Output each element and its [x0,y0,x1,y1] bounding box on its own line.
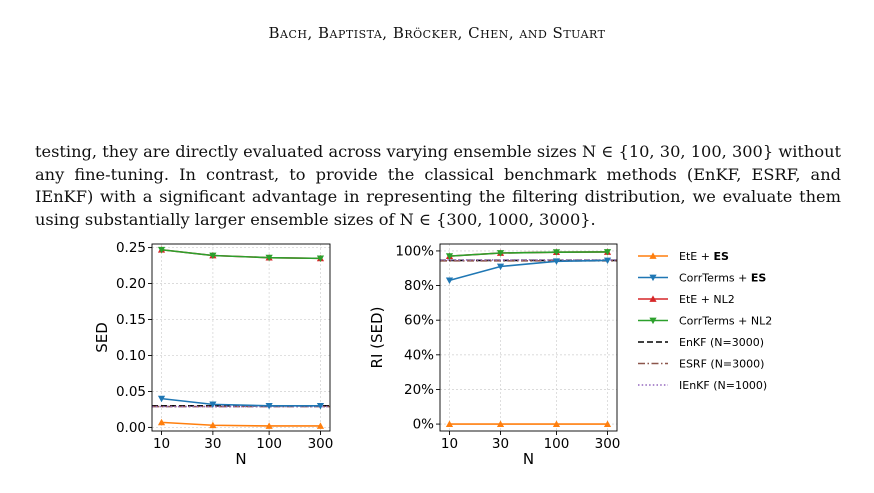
legend-swatch-marker [649,295,657,302]
series-marker [496,250,505,257]
y-tick-label: 60% [404,313,434,329]
x-tick-label: 30 [204,436,221,452]
series-marker [209,252,217,260]
y-tick-label: 0.20 [116,276,146,292]
series-line [161,397,321,407]
series-marker [603,249,612,256]
y-tick-label: 80% [404,278,434,294]
series-line [449,251,608,257]
chart-panel-2: 0% 20% 40% 60% 80% 100% 10 30 100 300 N RI (SED) [368,243,620,468]
series-marker [157,246,166,254]
paragraph-text: testing, they are directly evaluated acr… [35,142,841,229]
y-tick-label: 100% [395,243,434,259]
x-tick-label: 100 [256,436,282,452]
series-marker [552,420,561,427]
series-marker [316,422,325,429]
chart-panel-1: 0.00 0.05 0.10 0.15 0.20 0.25 10 30 100 300 N SED [93,240,333,468]
series-marker [265,254,273,262]
x-axis-label: N [523,450,534,468]
series-marker [552,249,561,256]
y-tick-label: 0.05 [116,384,146,400]
x-tick-label: 10 [153,436,170,452]
y-tick-label: 40% [404,347,434,363]
axes-frame [151,243,331,432]
series-marker [445,253,454,260]
y-tick-label: 0.00 [116,420,146,436]
axes-frame [439,243,618,432]
series-marker [603,257,612,265]
y-axis-label: SED [93,322,111,353]
x-axis-label: N [235,450,246,468]
x-tick-label: 30 [492,436,509,452]
series-marker [209,421,217,429]
series-marker [316,402,325,410]
legend-label: CorrTerms + NL2 [679,315,772,328]
legend-label: IEnKF (N=1000) [679,379,767,392]
x-tick-label: 100 [544,436,570,452]
series-marker [265,422,273,429]
series-marker [157,395,166,403]
series-line [161,248,321,260]
running-header: Bach, Baptista, Bröcker, Chen, and Stuar… [268,24,606,42]
legend-label: EtE + ES [679,250,729,263]
legend-swatch-marker [649,274,657,282]
legend: EtE + ES CorrTerms + ES EtE + NL2 CorrTerms… [638,250,772,392]
series-marker [496,263,505,271]
legend-label: EtE + NL2 [679,293,735,306]
legend-label: CorrTerms + ES [679,272,766,285]
x-tick-label: 300 [308,436,334,452]
series-line [161,421,321,427]
series-marker [496,420,505,427]
series-marker [157,418,166,426]
y-tick-label: 0.25 [116,240,146,256]
series-marker [316,255,325,262]
series-marker [265,402,273,410]
series-marker [445,420,454,427]
legend-label: ESRF (N=3000) [679,358,764,371]
legend-swatch-marker [649,252,657,259]
series-marker [445,277,454,284]
legend-label: EnKF (N=3000) [679,336,764,349]
y-tick-label: 0.15 [116,312,146,328]
y-tick-label: 0% [413,417,435,433]
x-tick-label: 300 [595,436,621,452]
y-tick-label: 20% [404,382,434,398]
series-marker [603,420,612,427]
body-paragraph: testing, they are directly evaluated acr… [35,141,841,231]
series-marker [209,401,217,408]
x-tick-label: 10 [441,436,458,452]
y-tick-label: 0.10 [116,348,146,364]
series-line [449,259,608,282]
legend-swatch-marker [649,317,657,325]
series-marker [552,258,561,265]
y-axis-label: RI (SED) [368,307,386,369]
